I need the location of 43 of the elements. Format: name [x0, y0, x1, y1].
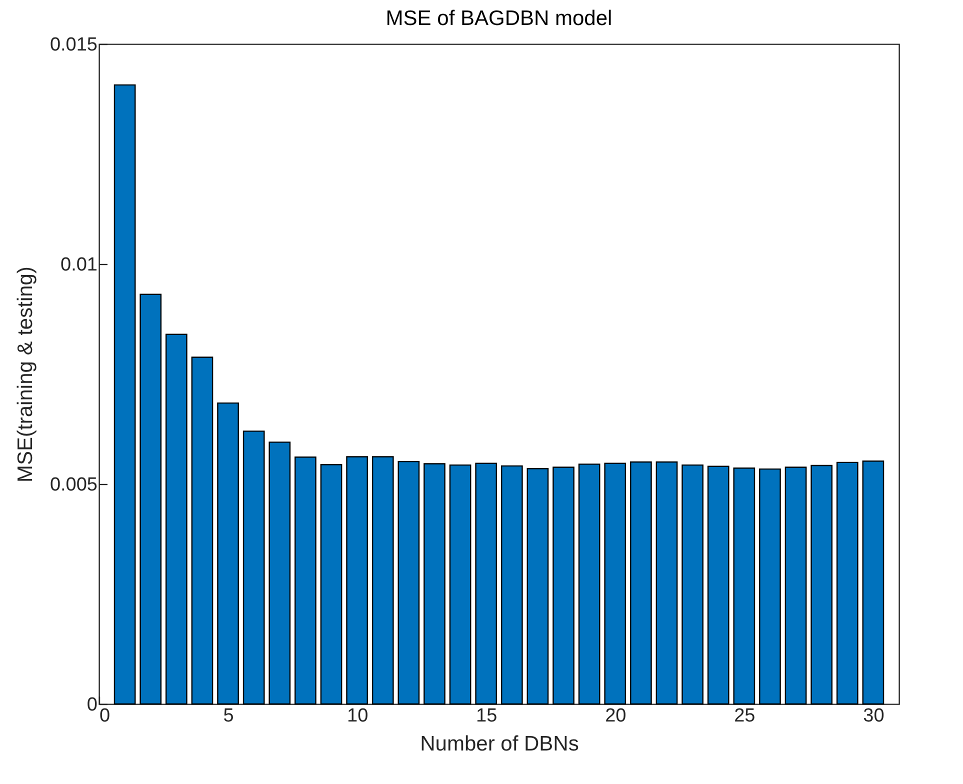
bar [656, 461, 678, 705]
bar [475, 462, 498, 705]
bar [526, 468, 549, 705]
bar [733, 468, 756, 705]
bar [346, 456, 368, 705]
x-tick-label: 25 [734, 706, 756, 726]
bar [759, 468, 781, 705]
bar [398, 460, 420, 705]
x-tick-label: 15 [476, 706, 498, 726]
y-tick-label: 0.005 [50, 474, 98, 496]
bar [449, 464, 472, 705]
x-tick-label: 5 [223, 706, 234, 726]
bar [242, 430, 265, 705]
bar [784, 466, 807, 705]
bar [707, 466, 730, 705]
bar [140, 294, 162, 705]
chart-title: MSE of BAGDBN model [386, 7, 612, 30]
bar [217, 402, 239, 705]
bar [862, 460, 884, 705]
bar [165, 334, 188, 705]
x-tick-label: 20 [605, 706, 626, 726]
bar [268, 442, 291, 705]
y-tick-label: 0.01 [60, 254, 98, 276]
x-tick-label: 10 [346, 706, 368, 726]
x-tick-label: 0 [100, 706, 110, 726]
bar [810, 464, 833, 705]
bar [320, 464, 342, 705]
bar [836, 462, 858, 705]
bar [552, 466, 574, 705]
y-tick-label: 0.015 [50, 34, 98, 56]
bar [682, 464, 704, 705]
y-axis-title: MSE(training & testing) [14, 266, 37, 482]
bar [578, 464, 600, 705]
x-tick-label: 30 [863, 706, 884, 726]
bar [372, 456, 394, 705]
bar [500, 465, 523, 705]
bar [424, 463, 446, 705]
bar [191, 356, 214, 705]
bar [114, 84, 136, 705]
x-axis-title: Number of DBNs [420, 732, 579, 756]
bar [630, 461, 652, 705]
bar [294, 456, 316, 705]
bar [604, 462, 626, 705]
